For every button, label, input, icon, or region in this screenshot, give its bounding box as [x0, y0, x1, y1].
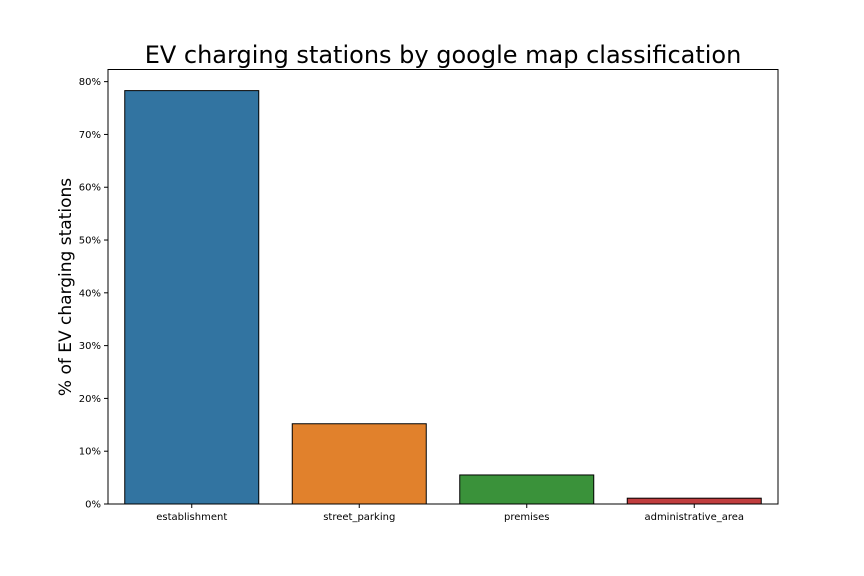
bar-administrative-area — [626, 497, 762, 505]
bars-group — [124, 90, 762, 505]
x-tick-label: establishment — [156, 512, 227, 523]
y-axis-label: % of EV charging stations — [56, 178, 76, 396]
y-tick-label: 60% — [79, 183, 101, 194]
x-tick-label: premises — [504, 512, 549, 523]
x-tick-label: street_parking — [323, 512, 395, 523]
bar-establishment — [124, 90, 260, 505]
x-tick-label: administrative_area — [644, 512, 744, 523]
y-tick-label: 40% — [79, 288, 101, 299]
y-tick-label: 30% — [79, 341, 101, 352]
y-tick-label: 10% — [79, 447, 101, 458]
y-axis-ticks: 0% 10% 20% 30% 40% 50% 60% 70% 80% — [79, 77, 108, 511]
chart-title: EV charging stations by google map class… — [145, 41, 742, 69]
y-tick-label: 0% — [85, 500, 101, 511]
bar-premises — [459, 474, 595, 505]
y-tick-label: 50% — [79, 236, 101, 247]
y-tick-label: 20% — [79, 394, 101, 405]
y-tick-label: 70% — [79, 130, 101, 141]
bar-street-parking — [291, 423, 427, 505]
x-axis-ticks: establishment street_parking premises admin… — [156, 504, 744, 523]
plot-frame — [107, 69, 779, 505]
y-tick-label: 80% — [79, 77, 101, 88]
